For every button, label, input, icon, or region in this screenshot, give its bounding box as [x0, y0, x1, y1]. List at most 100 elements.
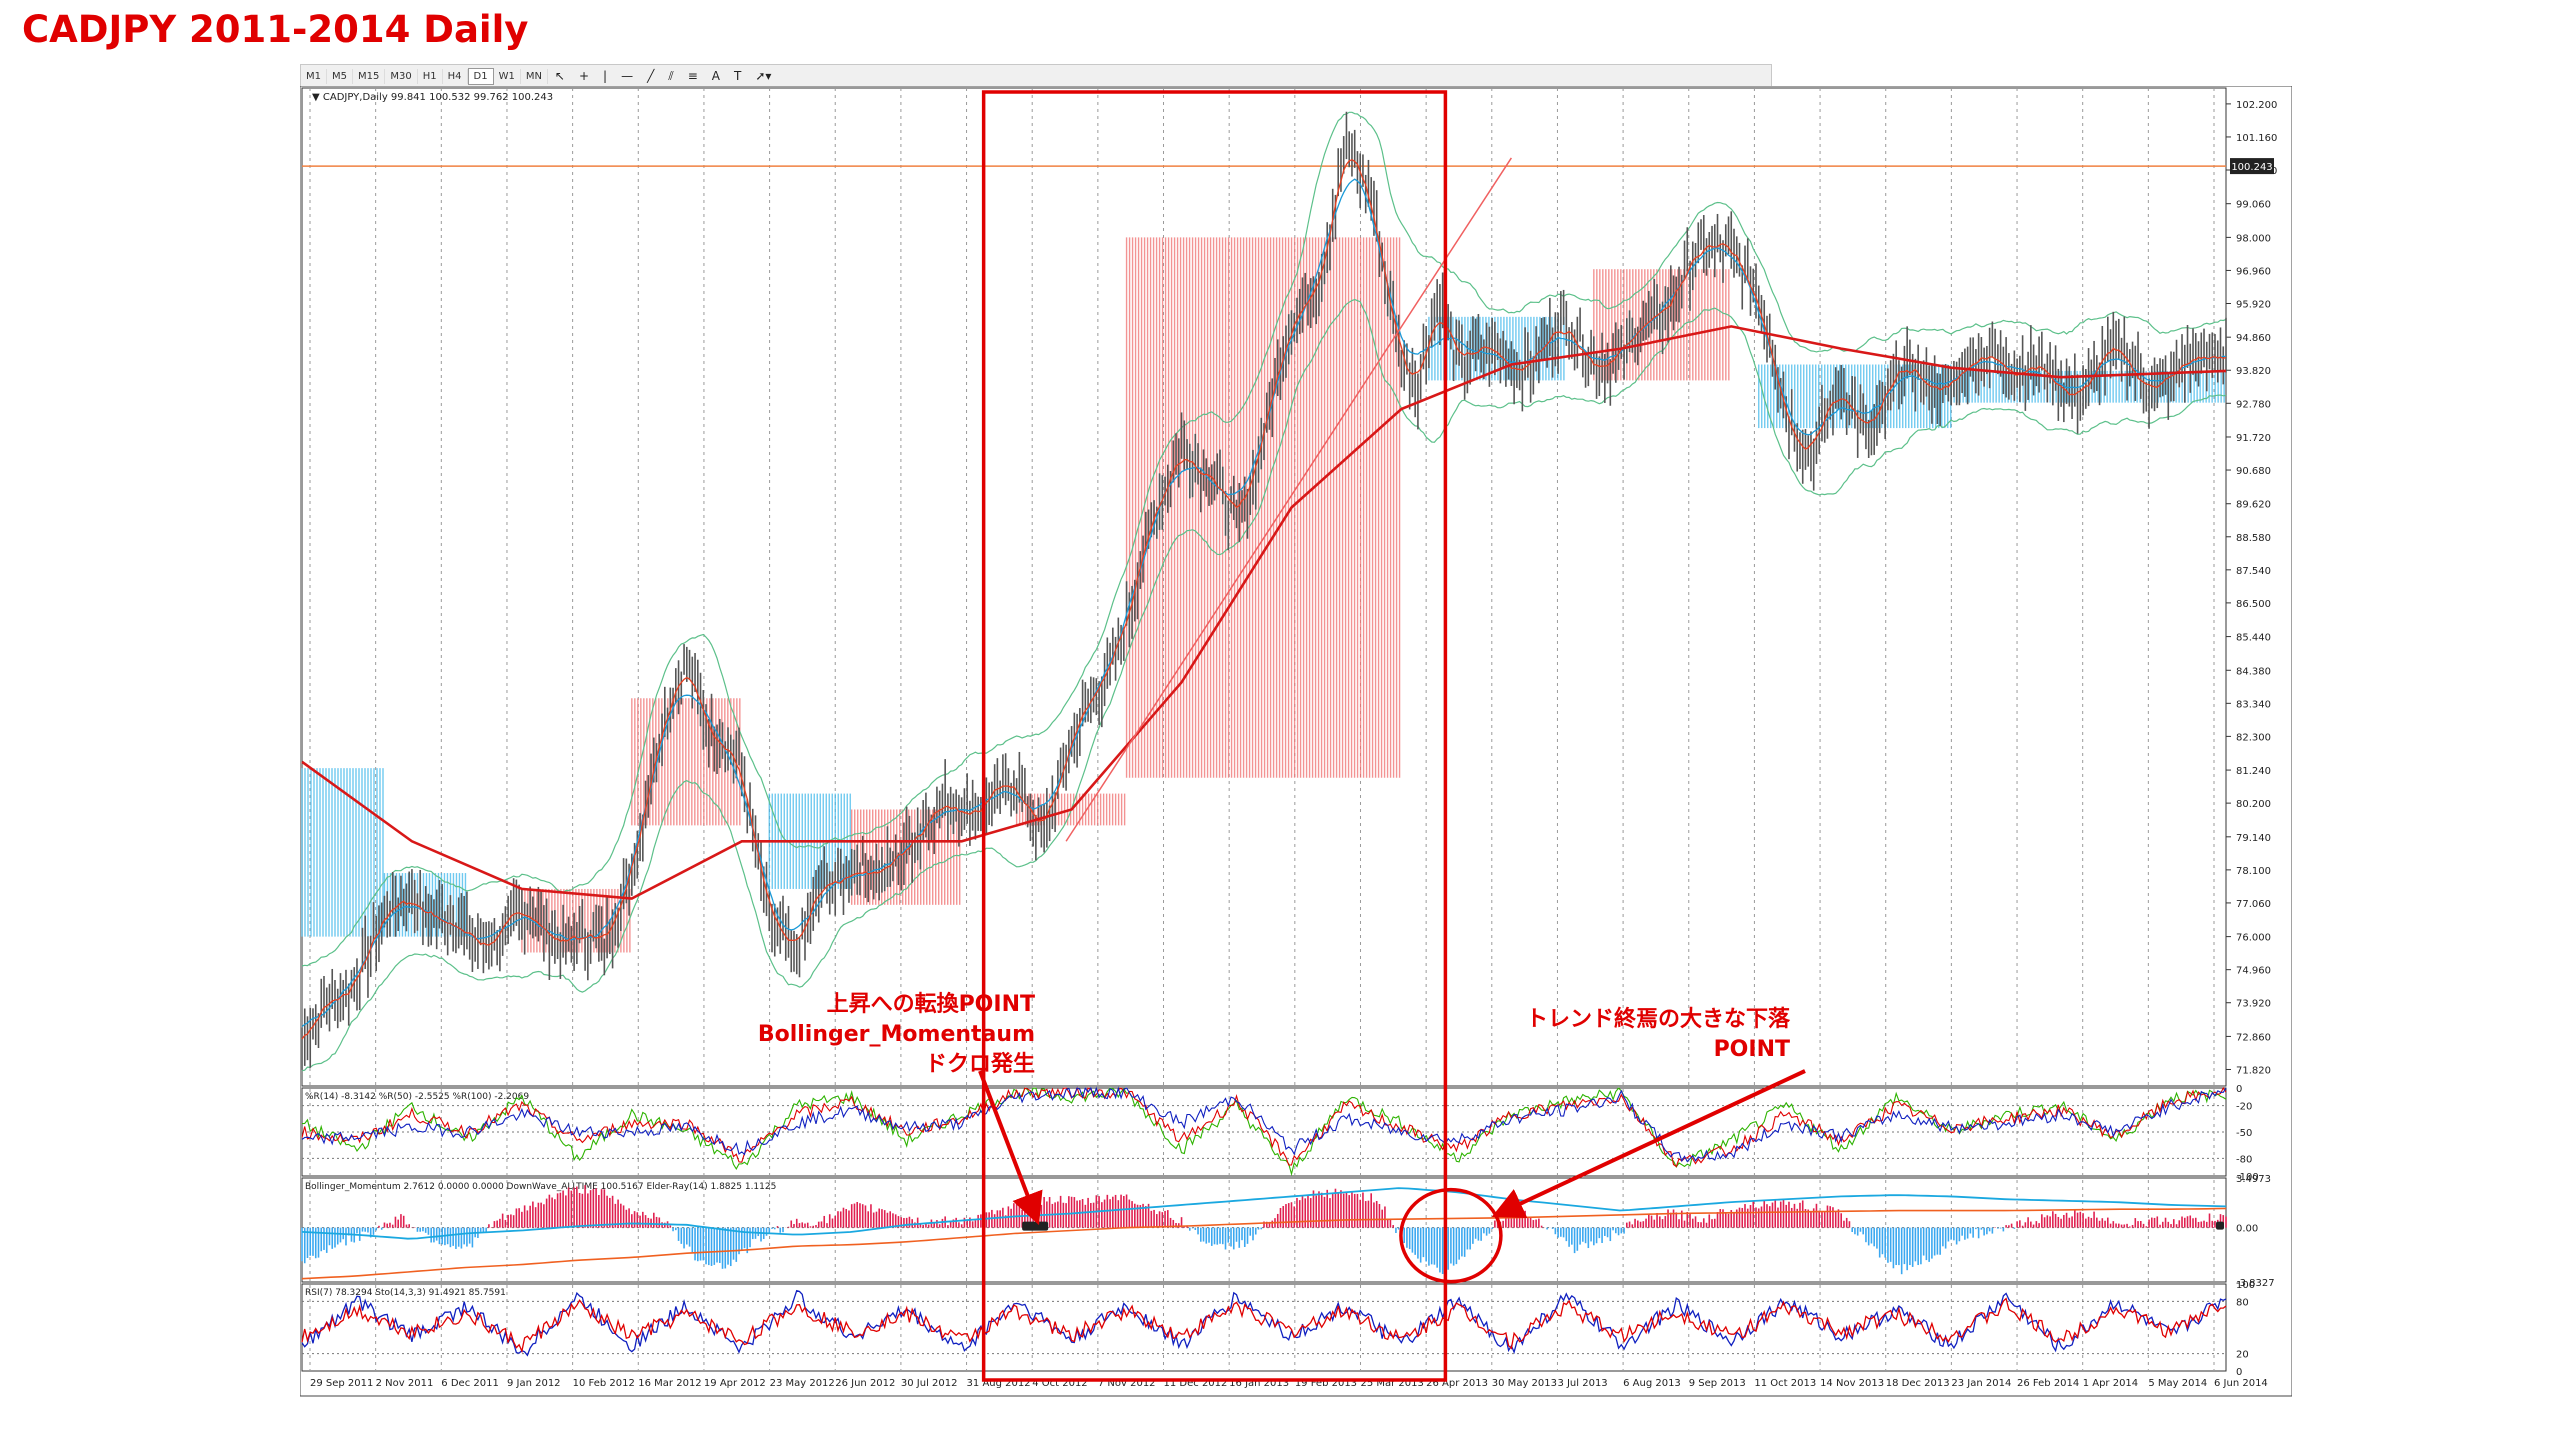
price-tick-label: 74.960: [2236, 966, 2271, 977]
price-tick-label: 89.620: [2236, 500, 2271, 511]
date-tick-label: 25 Mar 2013: [1360, 1378, 1423, 1389]
skull-marker: [1022, 1221, 1049, 1231]
date-tick-label: 3 Jul 2013: [1557, 1378, 1607, 1389]
date-tick-label: 16 Jan 2013: [1229, 1378, 1289, 1389]
annotation-left-line3: ドクロ発生: [925, 1052, 1035, 1077]
price-tick-label: 86.500: [2236, 599, 2271, 610]
date-tick-label: 9 Jan 2012: [507, 1378, 561, 1389]
wpr-tick-label: -100: [2236, 1172, 2259, 1183]
date-tick-label: 11 Dec 2012: [1164, 1378, 1228, 1389]
price-tick-label: 90.680: [2236, 466, 2271, 477]
price-tick-label: 98.000: [2236, 233, 2271, 244]
annotation-left-line1: 上昇への転換POINT: [827, 991, 1035, 1017]
annotation-right-line2: POINT: [1714, 1037, 1790, 1062]
date-tick-label: 1 Apr 2014: [2083, 1378, 2138, 1389]
trendline-icon[interactable]: ╱: [647, 69, 655, 83]
timeframe-m30[interactable]: M30: [385, 68, 418, 84]
long-ma-red: [301, 325, 2227, 900]
fibonacci-icon[interactable]: ≡: [687, 69, 698, 83]
timeframe-h4[interactable]: H4: [443, 68, 468, 84]
timeframe-d1[interactable]: D1: [467, 67, 494, 85]
arrows-menu-icon[interactable]: ➚▾: [755, 69, 772, 83]
panel-border-3: [301, 1283, 2227, 1372]
price-tick-label: 82.300: [2236, 732, 2271, 743]
price-tick-label: 73.920: [2236, 999, 2271, 1010]
price-tick-label: 92.780: [2236, 399, 2271, 410]
price-tick-label: 101.160: [2236, 133, 2277, 144]
price-tick-label: 72.860: [2236, 1032, 2271, 1043]
bm-tick-label: 3.4973: [2236, 1174, 2271, 1185]
text-tool-icon[interactable]: A: [711, 69, 720, 83]
date-tick-label: 26 Apr 2013: [1426, 1378, 1488, 1389]
price-tick-label: 84.380: [2236, 666, 2271, 677]
annotation-arrow-right: [1491, 1069, 1806, 1219]
cursor-arrow-icon[interactable]: ↖: [554, 69, 565, 83]
rsi-series-blue: [301, 1289, 2227, 1357]
rsi-tick-label: 100: [2236, 1280, 2255, 1291]
rsi-tick-label: 0: [2236, 1367, 2242, 1378]
highlight-circle: [1399, 1187, 1503, 1284]
symbol-header-label: ▼ CADJPY,Daily 99.841 100.532 99.762 100…: [312, 92, 553, 103]
price-tick-label: 83.340: [2236, 699, 2271, 710]
date-tick-label: 26 Jun 2012: [835, 1378, 895, 1389]
wpr-series-1: [301, 1086, 2227, 1168]
price-tick-label: 96.960: [2236, 266, 2271, 277]
timeframe-m1[interactable]: M1: [301, 68, 327, 84]
vertical-line-icon[interactable]: |: [603, 69, 608, 83]
price-tick-label: 76.000: [2236, 933, 2271, 944]
date-tick-label: 29 Sep 2011: [310, 1378, 373, 1389]
price-tick-label: 78.100: [2236, 866, 2271, 877]
current-price-marker: [2230, 158, 2274, 175]
price-tick-label: 99.060: [2236, 200, 2271, 211]
skull-marker-right: [2216, 1221, 2224, 1230]
channel-icon[interactable]: ⫽: [668, 68, 674, 83]
rsi-series-red: [301, 1297, 2227, 1354]
wpr-panel-label: %R(14) -8.3142 %R(50) -2.5525 %R(100) -2…: [305, 1092, 529, 1102]
price-tick-label: 77.060: [2236, 899, 2271, 910]
bm-histogram: [301, 1185, 2227, 1275]
wpr-tick-label: -20: [2236, 1102, 2252, 1113]
date-tick-label: 19 Apr 2012: [704, 1378, 766, 1389]
price-tick-label: 91.720: [2236, 433, 2271, 444]
date-tick-label: 7 Nov 2012: [1098, 1378, 1156, 1389]
trendline-drawn: [1065, 157, 1512, 842]
date-tick-label: 6 Aug 2013: [1623, 1378, 1681, 1389]
price-tick-label: 79.140: [2236, 833, 2271, 844]
price-tick-label: 88.580: [2236, 533, 2271, 544]
annotation-right-line1: トレンド終焉の大きな下落: [1526, 1006, 1791, 1032]
date-tick-label: 19 Feb 2013: [1295, 1378, 1357, 1389]
date-tick-label: 14 Nov 2013: [1820, 1378, 1884, 1389]
date-tick-label: 26 Feb 2014: [2017, 1378, 2079, 1389]
date-tick-label: 5 May 2014: [2148, 1378, 2207, 1389]
page-title: CADJPY 2011-2014 Daily: [22, 8, 529, 51]
date-tick-label: 31 Aug 2012: [967, 1378, 1031, 1389]
timeframe-m5[interactable]: M5: [327, 68, 353, 84]
label-tool-icon[interactable]: T: [733, 69, 742, 83]
price-tick-label: 95.920: [2236, 299, 2271, 310]
wpr-tick-label: -50: [2236, 1128, 2252, 1139]
chart-toolbar: M1 M5 M15 M30 H1 H4 D1 W1 MN ↖ + | — ╱ ⫽…: [300, 64, 1772, 88]
bm-cyan-line: [301, 1187, 2227, 1240]
date-tick-label: 10 Feb 2012: [573, 1378, 635, 1389]
bm-orange-line: [301, 1207, 2227, 1280]
date-tick-label: 23 Jan 2014: [1951, 1378, 2011, 1389]
date-tick-label: 2 Nov 2011: [376, 1378, 434, 1389]
wpr-series-2: [301, 1086, 2227, 1163]
timeframe-m15[interactable]: M15: [353, 68, 386, 84]
timeframe-h1[interactable]: H1: [418, 68, 443, 84]
bm-panel-label: Bollinger_Momentum 2.7612 0.0000 0.0000 …: [305, 1182, 776, 1192]
annotation-arrow-left: [978, 1070, 1043, 1226]
rsi-tick-label: 20: [2236, 1350, 2249, 1361]
timeframe-mn[interactable]: MN: [521, 68, 548, 84]
date-tick-label: 30 Jul 2012: [901, 1378, 958, 1389]
fast-ma-orange: [301, 158, 2227, 1040]
date-tick-label: 11 Oct 2013: [1754, 1378, 1816, 1389]
date-tick-label: 4 Oct 2012: [1032, 1378, 1087, 1389]
horizontal-line-icon[interactable]: —: [621, 69, 634, 83]
timeframe-w1[interactable]: W1: [494, 68, 521, 84]
price-tick-label: 71.820: [2236, 1065, 2271, 1076]
crosshair-icon[interactable]: +: [578, 69, 590, 83]
bm-tick-label: -3.8327: [2236, 1278, 2275, 1289]
price-tick-label: 102.200: [2236, 100, 2277, 111]
chart-canvas[interactable]: 29 Sep 2011 2 Nov 2011 6 Dec 2011 9 Jan 201…: [300, 86, 2292, 1398]
